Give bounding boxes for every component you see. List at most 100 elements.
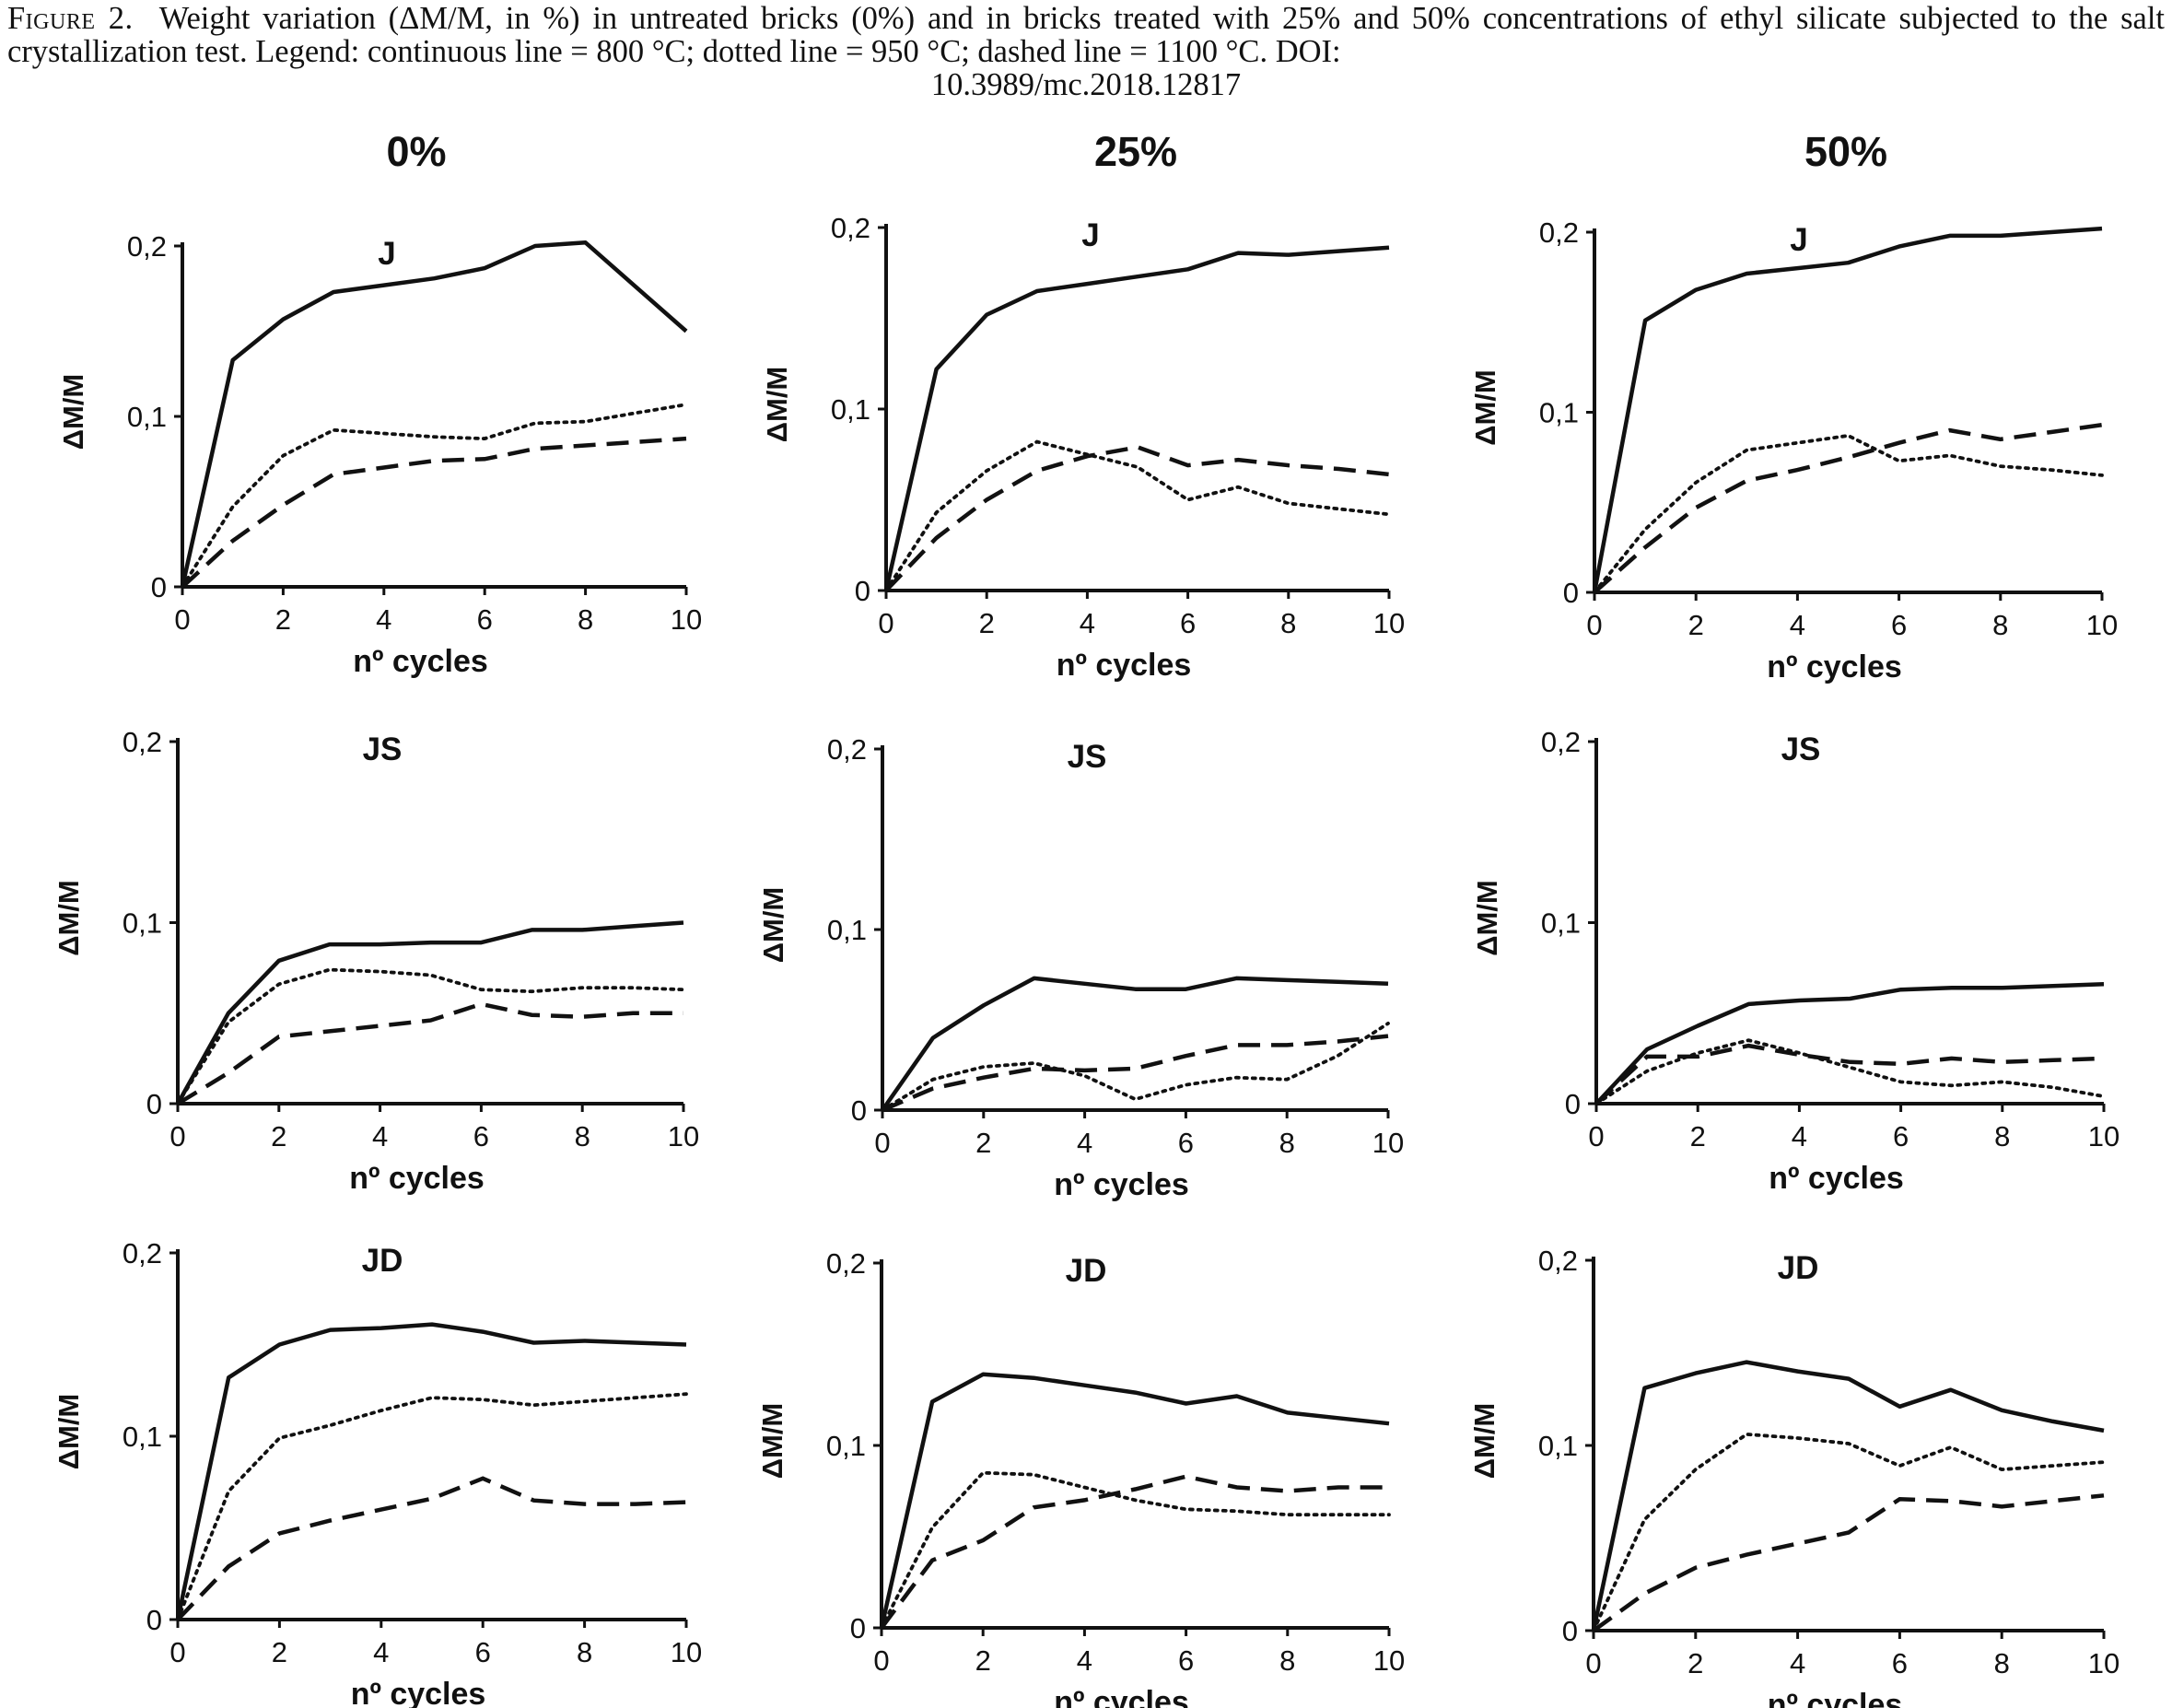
y-tick-label: 0 xyxy=(1565,1088,1581,1120)
panel-title: J xyxy=(1081,217,1099,253)
x-tick-label: 4 xyxy=(1077,1127,1092,1159)
y-tick-label: 0,2 xyxy=(1538,1245,1578,1277)
x-tick-label: 0 xyxy=(1588,1120,1604,1152)
x-tick-label: 2 xyxy=(271,1120,286,1152)
x-tick-label: 6 xyxy=(1893,1120,1909,1152)
y-tick-label: 0 xyxy=(1562,1615,1578,1647)
y-tick-label: 0 xyxy=(851,1094,867,1127)
series-line-dashed xyxy=(182,439,686,587)
column-title-1: 25% xyxy=(1094,128,1177,175)
y-tick-label: 0,1 xyxy=(1541,907,1581,940)
chart-panel-6: 0 2 4 6 8 10 0 0,1 0,2 nº cycles ΔM/M JD xyxy=(53,1237,702,1708)
x-tick-label: 10 xyxy=(668,1120,699,1152)
y-tick-label: 0,1 xyxy=(123,1421,162,1453)
chart-panel-7: 0 2 4 6 8 10 0 0,1 0,2 nº cycles ΔM/M JD xyxy=(756,1247,1405,1708)
y-tick-label: 0,1 xyxy=(826,1430,866,1462)
x-tick-label: 8 xyxy=(1994,1120,2010,1152)
x-tick-label: 2 xyxy=(272,1636,287,1668)
x-tick-label: 6 xyxy=(1891,609,1907,641)
series-line-dashed xyxy=(1596,1046,2104,1104)
x-tick-label: 0 xyxy=(174,603,190,636)
series-line-dashed xyxy=(178,1004,683,1104)
x-tick-label: 2 xyxy=(1687,1647,1703,1679)
panel-title: JS xyxy=(1781,731,1821,767)
x-axis-label: nº cycles xyxy=(1767,649,1902,684)
x-tick-label: 10 xyxy=(1373,607,1405,639)
x-axis-label: nº cycles xyxy=(349,1161,485,1196)
x-tick-label: 0 xyxy=(169,1120,185,1152)
series-line-continuous xyxy=(1594,228,2102,592)
y-tick-label: 0 xyxy=(146,1088,162,1120)
x-tick-label: 2 xyxy=(979,607,995,639)
x-tick-label: 4 xyxy=(373,1636,389,1668)
y-axis-label: ΔM/M xyxy=(757,887,789,964)
y-tick-label: 0,1 xyxy=(1538,1430,1578,1462)
y-tick-label: 0 xyxy=(1563,577,1579,609)
x-tick-label: 0 xyxy=(1586,609,1602,641)
series-line-continuous xyxy=(182,242,686,587)
panel-title: JS xyxy=(1068,739,1107,775)
x-tick-label: 2 xyxy=(975,1644,991,1677)
x-axis-label: nº cycles xyxy=(1057,648,1192,683)
x-tick-label: 10 xyxy=(1373,1644,1405,1677)
x-tick-label: 8 xyxy=(575,1120,590,1152)
x-tick-label: 4 xyxy=(376,603,391,636)
series-line-continuous xyxy=(178,923,683,1105)
y-tick-label: 0,2 xyxy=(826,1247,866,1280)
x-axis-label: nº cycles xyxy=(351,1677,486,1708)
x-tick-label: 6 xyxy=(1178,1127,1194,1159)
x-tick-label: 4 xyxy=(372,1120,388,1152)
x-tick-label: 2 xyxy=(1690,1120,1706,1152)
x-tick-label: 6 xyxy=(473,1120,489,1152)
y-axis-label: ΔM/M xyxy=(57,374,89,450)
panel-title: JS xyxy=(363,731,403,767)
chart-panel-2: 0 2 4 6 8 1000,10,2nº cyclesΔM/MJ xyxy=(1469,216,2118,684)
y-tick-label: 0,2 xyxy=(123,1237,162,1269)
chart-panel-1: 0 2 4 6 8 1000,10,2nº cyclesΔM/MJ xyxy=(761,212,1405,683)
panel-title: JD xyxy=(1778,1250,1819,1286)
series-line-dashed xyxy=(1594,1495,2104,1631)
y-tick-label: 0,1 xyxy=(831,393,870,426)
y-axis-label: ΔM/M xyxy=(1469,369,1501,446)
series-line-continuous xyxy=(886,248,1389,591)
x-tick-label: 6 xyxy=(1892,1647,1908,1679)
x-tick-label: 6 xyxy=(475,1636,491,1668)
chart-panel-0: 0 2 4 6 8 1000,10,2nº cyclesΔM/MJ xyxy=(57,230,702,679)
series-line-dashed xyxy=(178,1479,686,1620)
y-tick-label: 0,2 xyxy=(827,733,867,766)
x-tick-label: 0 xyxy=(169,1636,185,1668)
y-axis-label: ΔM/M xyxy=(761,367,793,443)
x-tick-label: 8 xyxy=(1279,1127,1295,1159)
x-tick-label: 10 xyxy=(2086,609,2118,641)
x-tick-label: 6 xyxy=(1180,607,1196,639)
chart-panel-4: 0 2 4 6 8 10 0 0,1 0,2 nº cycles ΔM/M JS xyxy=(757,733,1404,1202)
series-line-dotted xyxy=(178,1394,686,1620)
x-tick-label: 0 xyxy=(874,1127,890,1159)
series-line-dotted xyxy=(182,404,686,587)
x-tick-label: 0 xyxy=(878,607,893,639)
y-tick-label: 0 xyxy=(151,571,167,603)
panel-title: JD xyxy=(1066,1253,1107,1289)
column-title-0: 0% xyxy=(386,128,446,175)
series-line-dotted xyxy=(886,442,1389,591)
x-axis-label: nº cycles xyxy=(1054,1685,1189,1708)
y-tick-label: 0,2 xyxy=(1541,726,1581,758)
x-tick-label: 6 xyxy=(1178,1644,1194,1677)
y-tick-label: 0 xyxy=(855,575,870,607)
x-axis-label: nº cycles xyxy=(1769,1161,1904,1196)
x-axis-label: nº cycles xyxy=(1054,1167,1189,1202)
x-tick-label: 10 xyxy=(2088,1120,2119,1152)
x-tick-label: 4 xyxy=(1790,1647,1805,1679)
y-tick-label: 0,1 xyxy=(127,401,167,433)
x-axis-label: nº cycles xyxy=(353,644,488,679)
chart-grid: 0% 25% 50% 0 2 4 6 8 10 0 0,1 0,2 nº cycles ΔM/M J 0… xyxy=(0,0,2172,1708)
y-axis-label: ΔM/M xyxy=(1468,1403,1501,1480)
y-tick-label: 0,1 xyxy=(123,907,162,940)
x-tick-label: 10 xyxy=(2088,1647,2119,1679)
y-axis-label: ΔM/M xyxy=(53,880,85,956)
column-title-2: 50% xyxy=(1804,128,1887,175)
x-tick-label: 10 xyxy=(1372,1127,1404,1159)
y-tick-label: 0,2 xyxy=(127,230,167,263)
series-line-dotted xyxy=(1594,436,2102,592)
x-tick-label: 8 xyxy=(577,1636,592,1668)
